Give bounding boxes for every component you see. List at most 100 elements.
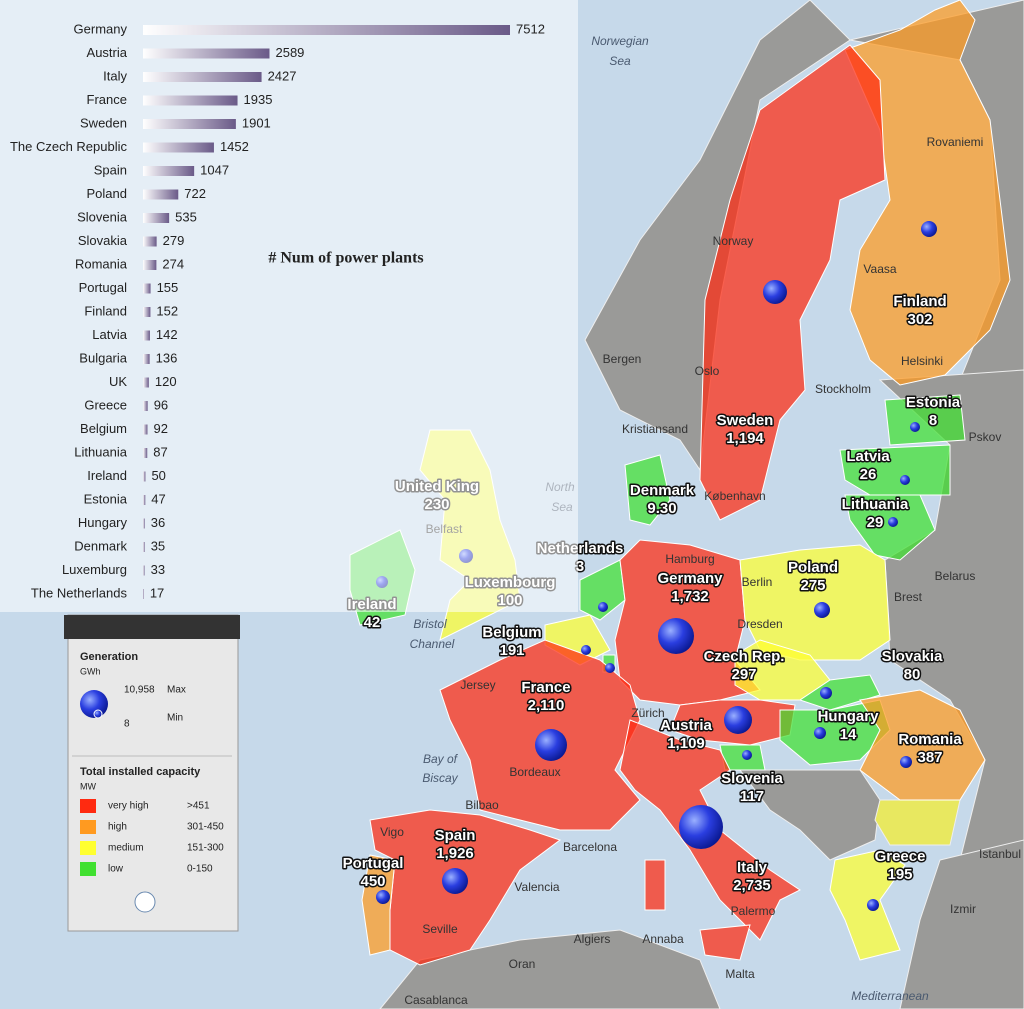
logo bbox=[134, 891, 156, 913]
country-value: 80 bbox=[904, 666, 921, 683]
category-label: Romania bbox=[75, 256, 128, 271]
legend-class-range: >451 bbox=[187, 801, 210, 812]
sea-name: Bay of bbox=[423, 752, 459, 766]
country-value: 450 bbox=[360, 873, 385, 890]
country-shape bbox=[579, 559, 626, 621]
legend-swatch bbox=[80, 820, 96, 834]
legend-class-name: low bbox=[108, 864, 124, 875]
category-label: Austria bbox=[87, 45, 128, 60]
country-name: Belgium bbox=[482, 624, 541, 641]
place-name: Berlin bbox=[742, 575, 773, 589]
country-shape bbox=[361, 854, 396, 956]
place-name: Vaasa bbox=[863, 262, 896, 276]
country-value: 1,732 bbox=[671, 588, 709, 605]
sea-name: Channel bbox=[410, 637, 455, 651]
chart-title: # Num of power plants bbox=[268, 250, 423, 267]
value-label: 50 bbox=[151, 468, 165, 483]
country-shape bbox=[699, 44, 886, 521]
bar bbox=[143, 95, 238, 106]
place-name: Norway bbox=[713, 234, 754, 248]
balkans bbox=[739, 769, 881, 861]
value-label: 33 bbox=[151, 562, 165, 577]
legend-classes: very high >451 high 301-450 medium 151-300 low… bbox=[80, 799, 224, 876]
country-name: Estonia bbox=[906, 394, 961, 411]
category-label: Hungary bbox=[78, 515, 128, 530]
place-name: Belarus bbox=[935, 569, 976, 583]
country-name: Italy bbox=[737, 859, 768, 876]
legend-class-name: high bbox=[108, 822, 127, 833]
value-label: 142 bbox=[156, 327, 178, 342]
country-value: 387 bbox=[917, 749, 942, 766]
value-label: 92 bbox=[153, 421, 167, 436]
category-label: France bbox=[87, 92, 127, 107]
sea-name: Sea bbox=[609, 54, 631, 68]
bar bbox=[143, 401, 148, 411]
place-name: Casablanca bbox=[404, 993, 468, 1007]
category-label: Belgium bbox=[80, 421, 127, 436]
category-label: Luxemburg bbox=[62, 562, 127, 577]
bar bbox=[143, 72, 262, 82]
norway bbox=[584, 0, 851, 472]
category-label: Greece bbox=[84, 397, 127, 412]
value-label: 87 bbox=[153, 444, 167, 459]
country-value: 1,194 bbox=[726, 430, 764, 447]
legend-swatch bbox=[80, 799, 96, 813]
value-label: 7512 bbox=[516, 21, 545, 36]
generation-marker bbox=[814, 727, 826, 739]
generation-marker bbox=[376, 890, 390, 904]
place-name: Izmir bbox=[950, 902, 976, 916]
category-label: Estonia bbox=[84, 491, 128, 506]
country-name: Austria bbox=[660, 717, 712, 734]
value-label: 1047 bbox=[200, 162, 229, 177]
place-name: Seville bbox=[422, 922, 458, 936]
legend-class-range: 151-300 bbox=[187, 843, 224, 854]
generation-marker bbox=[820, 687, 832, 699]
country-shape bbox=[844, 0, 1011, 386]
country-name: Czech Rep. bbox=[704, 648, 785, 665]
category-label: The Netherlands bbox=[31, 585, 128, 600]
place-name: Valencia bbox=[514, 880, 559, 894]
generation-marker bbox=[763, 280, 787, 304]
bar bbox=[143, 260, 157, 270]
value-label: 35 bbox=[151, 538, 165, 553]
place-name: Barcelona bbox=[563, 840, 617, 854]
country-value: 275 bbox=[800, 577, 825, 594]
value-label: 120 bbox=[155, 374, 177, 389]
generation-marker bbox=[535, 729, 567, 761]
bar bbox=[143, 448, 148, 458]
country-value: 117 bbox=[740, 788, 764, 805]
generation-marker bbox=[900, 475, 910, 485]
country-name: France bbox=[521, 679, 570, 696]
value-label: 279 bbox=[163, 233, 185, 248]
country-value: 26 bbox=[860, 466, 877, 483]
bar bbox=[143, 25, 510, 35]
value-label: 1452 bbox=[220, 139, 249, 154]
place-name: Stockholm bbox=[815, 382, 871, 396]
legend-unit: GWh bbox=[80, 666, 101, 676]
bar bbox=[143, 166, 195, 176]
place-name: Istanbul bbox=[979, 847, 1021, 861]
generation-marker bbox=[598, 602, 608, 612]
generation-marker bbox=[442, 868, 468, 894]
generation-marker bbox=[900, 756, 912, 768]
place-name: Bordeaux bbox=[509, 765, 560, 779]
place-name: Helsinki bbox=[901, 354, 943, 368]
country-name: Denmark bbox=[630, 482, 695, 499]
country-value: 1,926 bbox=[436, 845, 474, 862]
bar bbox=[143, 48, 270, 59]
generation-marker bbox=[867, 899, 879, 911]
value-label: 155 bbox=[157, 280, 179, 295]
turkey bbox=[899, 839, 1024, 1009]
country-value: 9.30 bbox=[647, 500, 676, 517]
country-value: 1,109 bbox=[667, 735, 705, 752]
category-label: Slovakia bbox=[78, 233, 128, 248]
bar bbox=[143, 142, 214, 153]
legend-class-range: 0-150 bbox=[187, 864, 213, 875]
generation-marker bbox=[814, 602, 830, 618]
value-label: 152 bbox=[156, 303, 178, 318]
place-name: Oslo bbox=[695, 364, 720, 378]
category-label: Bulgaria bbox=[79, 350, 127, 365]
legend-min: 8 bbox=[124, 719, 130, 730]
legend-title: Generation bbox=[80, 651, 138, 663]
bar bbox=[143, 565, 145, 576]
